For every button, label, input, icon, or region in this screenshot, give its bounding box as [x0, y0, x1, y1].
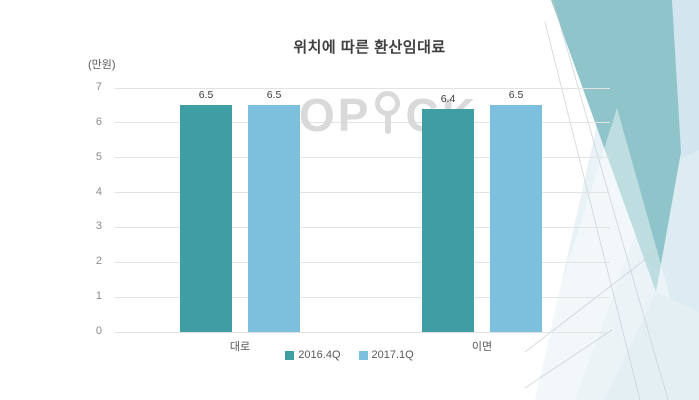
decor-diagonal-line: [524, 329, 613, 389]
bar-value-label: 6.4: [440, 92, 456, 105]
decor-pale-facet: [604, 292, 699, 400]
y-tick-label-6: 6: [95, 115, 102, 128]
x-category-label-1: 이면: [471, 341, 493, 353]
y-tick-label-0: 0: [95, 325, 102, 337]
pin-i-letter-icon: [375, 91, 401, 134]
legend-label: 2016.4Q: [298, 349, 341, 361]
y-tick-label-5: 5: [95, 150, 102, 163]
pin-ring: [375, 91, 401, 116]
y-tick-label-3: 3: [95, 220, 102, 233]
gridline-3: [115, 226, 610, 228]
bar-2017.1Q-대로: [248, 105, 300, 332]
legend-swatch-icon: [285, 350, 295, 360]
chart-title: 위치에 따른 환산임대료: [293, 39, 446, 56]
gridline-1: [115, 296, 610, 298]
gridline-5: [115, 157, 610, 159]
y-tick-label-1: 1: [95, 290, 102, 303]
gridline-6: [115, 122, 610, 124]
y-axis-unit-label: (만원): [88, 59, 116, 71]
bar-2016.4Q-이면: [422, 108, 474, 332]
legend-item-2016.4Q: 2016.4Q: [285, 349, 341, 361]
chart-legend: 2016.4Q 2017.1Q: [0, 349, 699, 361]
pin-stem: [384, 114, 391, 134]
legend-item-2017.1Q: 2017.1Q: [358, 349, 414, 361]
bar-value-label: 6.5: [508, 89, 524, 102]
decor-diagonal-line: [544, 21, 641, 400]
y-tick-label-7: 7: [95, 81, 102, 93]
decor-diagonal-line: [552, 0, 669, 400]
legend-swatch-icon: [358, 350, 368, 360]
bar-2017.1Q-이면: [490, 105, 542, 332]
x-category-label-0: 대로: [229, 341, 251, 353]
bar-value-label: 6.5: [266, 89, 282, 102]
decor-diagonal-line: [524, 251, 656, 353]
legend-label: 2017.1Q: [371, 349, 414, 361]
y-tick-label-2: 2: [95, 255, 102, 268]
y-tick-label-4: 4: [95, 185, 102, 198]
gridline-4: [115, 192, 610, 194]
bar-2016.4Q-대로: [180, 105, 232, 332]
gridline-7: [115, 87, 610, 89]
watermark-text-left: OP: [299, 89, 372, 141]
bar-value-label: 6.5: [198, 89, 214, 102]
decor-teal-triangle: [551, 0, 681, 292]
gridline-2: [115, 261, 610, 263]
gridline-0: [115, 331, 610, 333]
